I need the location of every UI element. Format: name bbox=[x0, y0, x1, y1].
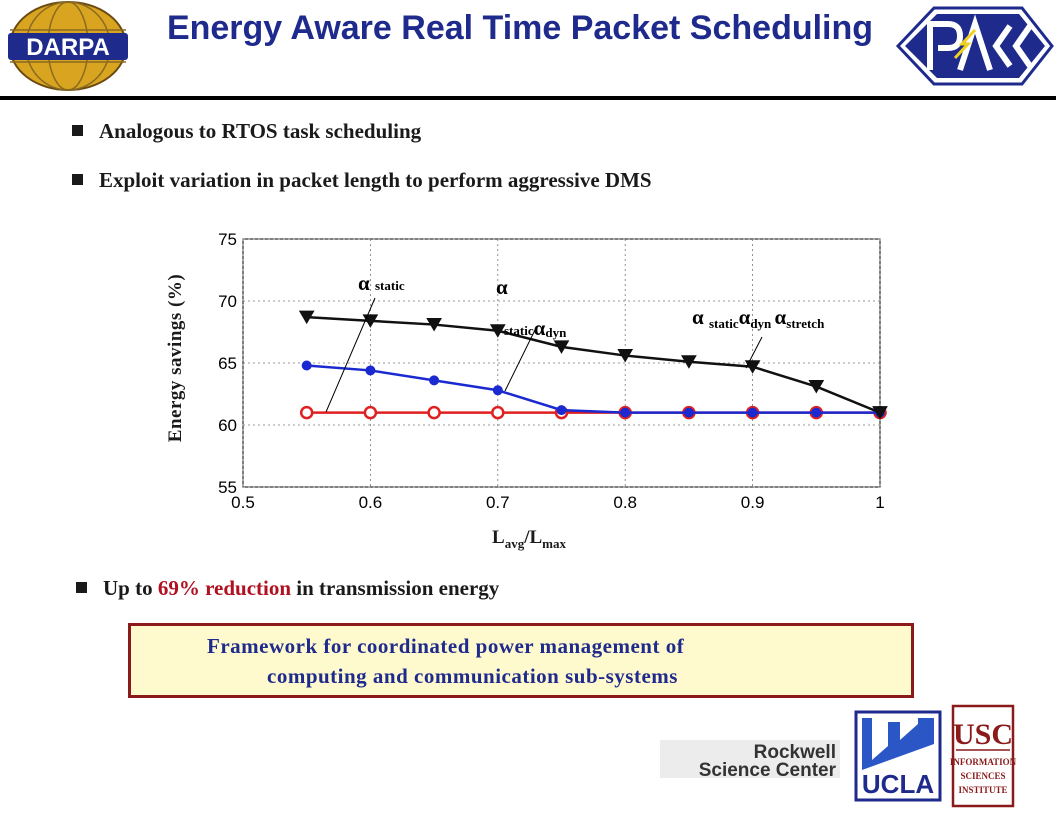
x-tick-label: 0.9 bbox=[741, 493, 765, 512]
data-point-dyn bbox=[429, 375, 440, 386]
darpa-logo: DARPA bbox=[8, 1, 128, 91]
data-point-dyn bbox=[811, 407, 822, 418]
y-tick-label: 75 bbox=[218, 230, 237, 249]
data-point-static bbox=[682, 405, 696, 420]
data-point-stretch bbox=[872, 406, 888, 420]
data-point-static bbox=[745, 405, 760, 420]
data-point-static bbox=[554, 405, 569, 420]
x-tick-label: 0.7 bbox=[486, 493, 510, 512]
rockwell-logo-line2: Science Center bbox=[699, 760, 837, 781]
data-point-dyn bbox=[875, 407, 885, 418]
series-line-stretch bbox=[306, 315, 881, 414]
darpa-logo-text: DARPA bbox=[26, 34, 110, 61]
data-point-dyn bbox=[365, 365, 376, 376]
annotation-label-dyn-alpha: α bbox=[496, 275, 508, 299]
bullet-text: Analogous to RTOS task scheduling bbox=[99, 119, 422, 143]
title-divider bbox=[0, 96, 1056, 100]
usc-logo-sub3: INSTITUTE bbox=[958, 785, 1007, 795]
data-point-dyn bbox=[747, 407, 758, 418]
x-tick-label: 1 bbox=[875, 493, 884, 512]
data-point-stretch bbox=[553, 340, 570, 354]
reduction-pre: Up to bbox=[103, 576, 158, 600]
data-point-stretch bbox=[426, 318, 442, 332]
rockwell-logo: Rockwell Science Center bbox=[660, 740, 840, 781]
data-point-stretch bbox=[489, 324, 506, 338]
y-tick-label: 65 bbox=[218, 354, 237, 373]
reduction-post: in transmission energy bbox=[291, 576, 500, 600]
y-tick-label: 60 bbox=[218, 416, 237, 435]
x-tick-label: 0.8 bbox=[613, 493, 637, 512]
x-axis-title: Lavg/Lmax bbox=[492, 527, 566, 552]
framework-callout-box: Framework for coordinated power manageme… bbox=[128, 623, 914, 698]
data-point-static bbox=[363, 405, 378, 420]
y-axis-title: Energy savings (%) bbox=[165, 273, 186, 443]
framework-line-2: computing and communication sub-systems bbox=[267, 664, 678, 688]
page-title: Energy Aware Real Time Packet Scheduling bbox=[166, 9, 874, 47]
data-point-dyn bbox=[620, 407, 631, 418]
data-point-static bbox=[618, 405, 632, 420]
data-point-static bbox=[809, 405, 824, 420]
y-tick-label: 70 bbox=[218, 292, 237, 311]
data-point-stretch bbox=[744, 360, 761, 374]
x-axis-title-sub1: avg bbox=[504, 535, 525, 551]
bullet-rtos: Analogous to RTOS task scheduling bbox=[72, 119, 421, 144]
data-point-stretch bbox=[617, 349, 634, 363]
bullet-square-icon bbox=[72, 125, 83, 136]
series-line-dyn bbox=[306, 364, 880, 414]
ucla-logo: UCLA bbox=[854, 710, 942, 802]
annotation-label-dyn: staticαdyn bbox=[504, 316, 567, 340]
x-tick-label: 0.6 bbox=[359, 493, 383, 512]
data-point-dyn bbox=[683, 407, 694, 418]
annotation-label-stretch: α staticαdyn αstretch bbox=[692, 305, 825, 331]
data-point-stretch bbox=[681, 355, 697, 369]
data-point-static bbox=[873, 405, 887, 420]
bullet-square-icon bbox=[76, 582, 87, 593]
ucla-logo-text: UCLA bbox=[862, 769, 934, 799]
bullet-square-icon bbox=[72, 174, 83, 185]
data-point-dyn bbox=[556, 405, 567, 416]
usc-logo-text: USC bbox=[953, 718, 1013, 751]
annotation-label-static: α static bbox=[358, 271, 405, 295]
data-point-static bbox=[299, 405, 314, 420]
x-axis-title-sub2: max bbox=[542, 535, 566, 551]
data-point-static bbox=[491, 405, 505, 420]
y-tick-label: 55 bbox=[218, 478, 237, 497]
plot-area bbox=[242, 238, 881, 488]
framework-line-1: Framework for coordinated power manageme… bbox=[207, 634, 685, 658]
x-axis-title-main: L bbox=[492, 527, 505, 548]
x-axis-title-mid: /L bbox=[524, 527, 543, 548]
data-point-stretch bbox=[362, 314, 379, 328]
reduction-highlight: 69% reduction bbox=[157, 576, 292, 600]
pacc-logo-icon bbox=[895, 6, 1054, 86]
data-point-stretch bbox=[808, 380, 825, 394]
annotation-leader-static bbox=[325, 297, 376, 413]
data-point-dyn bbox=[301, 360, 312, 371]
data-point-dyn bbox=[492, 385, 503, 396]
annotation-leader-dyn bbox=[504, 329, 536, 392]
bullet-text: Exploit variation in packet length to pe… bbox=[99, 168, 652, 192]
rockwell-logo-line1: Rockwell bbox=[754, 742, 836, 763]
bullet-dms: Exploit variation in packet length to pe… bbox=[72, 168, 652, 193]
x-tick-label: 0.5 bbox=[231, 493, 255, 512]
usc-logo-sub2: SCIENCES bbox=[960, 771, 1005, 781]
data-point-static bbox=[427, 405, 441, 420]
usc-logo-sub1: INFORMATION bbox=[950, 757, 1017, 767]
annotation-leader-stretch bbox=[745, 336, 763, 369]
data-point-stretch bbox=[298, 310, 315, 325]
bullet-reduction: Up to 69% reduction in transmission ener… bbox=[76, 576, 499, 601]
usc-isi-logo: USC INFORMATION SCIENCES INSTITUTE bbox=[950, 704, 1017, 808]
